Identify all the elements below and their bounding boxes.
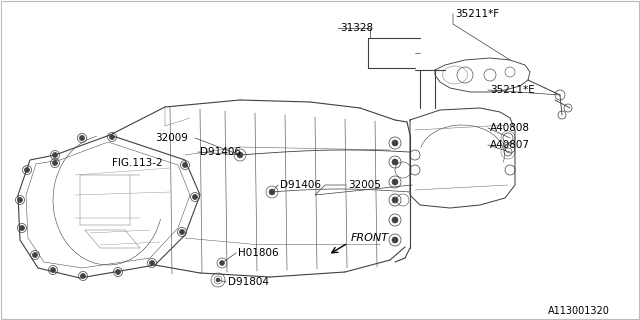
Circle shape [51,268,56,273]
Text: 35211*F: 35211*F [455,9,499,19]
Text: A40808: A40808 [490,123,530,133]
Text: 31328: 31328 [340,23,373,33]
Circle shape [193,195,198,199]
Circle shape [81,274,86,278]
Circle shape [52,153,58,157]
Circle shape [392,140,398,146]
Circle shape [19,226,24,230]
Text: FRONT: FRONT [351,233,389,243]
Text: H01806: H01806 [238,248,278,258]
Text: 32009: 32009 [155,133,188,143]
Text: A40807: A40807 [490,140,530,150]
Circle shape [392,237,398,243]
Circle shape [115,269,120,275]
Circle shape [24,167,29,172]
Circle shape [109,134,115,140]
Circle shape [33,252,38,258]
Circle shape [52,161,58,165]
Circle shape [182,163,188,167]
Circle shape [79,135,84,140]
Circle shape [216,278,220,282]
Text: A113001320: A113001320 [548,306,610,316]
Circle shape [150,260,154,266]
Text: FIG.113-2: FIG.113-2 [112,158,163,168]
Text: D91406: D91406 [280,180,321,190]
Text: 32005: 32005 [348,180,381,190]
Circle shape [179,229,184,235]
Circle shape [392,159,398,165]
Circle shape [392,217,398,223]
Text: 35211*E: 35211*E [490,85,535,95]
Text: D91406: D91406 [200,147,241,157]
Circle shape [392,197,398,203]
Circle shape [392,179,398,185]
Circle shape [17,197,22,203]
Circle shape [237,152,243,158]
Circle shape [220,260,225,266]
Text: D91804: D91804 [228,277,269,287]
Circle shape [269,189,275,195]
